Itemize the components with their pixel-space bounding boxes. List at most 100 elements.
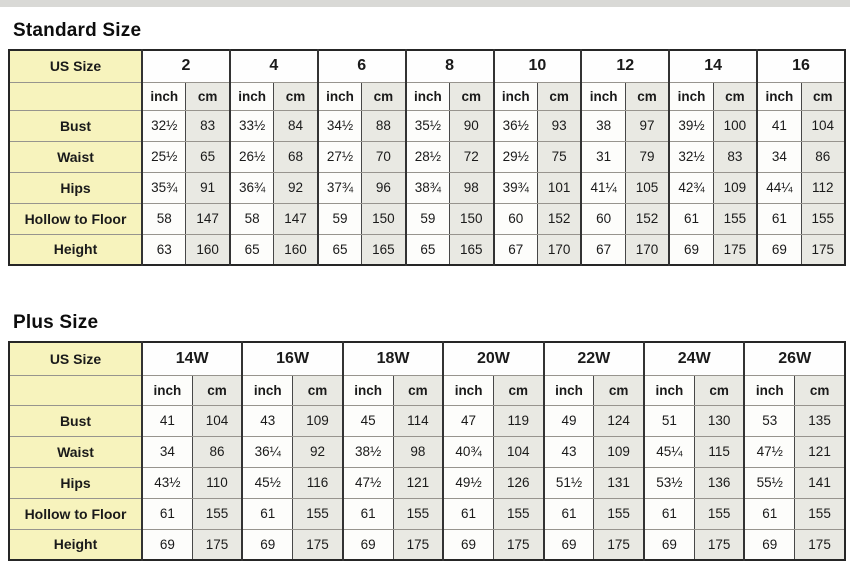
measurement-cm-cell: 92 <box>273 171 319 204</box>
measurement-cm-cell: 175 <box>693 528 745 561</box>
measurement-inch-cell: 26½ <box>228 140 275 173</box>
unit-header-inch-cell: inch <box>341 374 394 406</box>
unit-header-cm-cell: cm <box>292 374 344 406</box>
unit-header-cm-cell: cm <box>593 374 645 406</box>
measurement-cm-cell: 175 <box>712 233 758 266</box>
measurement-cm-cell: 165 <box>361 233 407 266</box>
measurement-inch-cell: 41 <box>140 404 193 437</box>
table-row: Height 63 160 65 160 65 165 65 165 67 170 67 170 69 17… <box>8 233 846 266</box>
unit-header-inch-cell: inch <box>756 81 802 111</box>
measurement-cm-cell: 116 <box>292 466 344 499</box>
measurement-cm-cell: 79 <box>624 140 670 173</box>
measurement-inch-cell: 40¾ <box>442 435 494 468</box>
size-header-cell: 20W <box>442 341 545 376</box>
corner-header-cell: US Size <box>8 341 143 376</box>
row-label-cell: Hips <box>8 466 143 499</box>
measurement-cm-cell: 155 <box>693 497 745 530</box>
measurement-inch-cell: 34 <box>140 435 193 468</box>
unit-header-cm-cell: cm <box>536 81 582 111</box>
measurement-inch-cell: 61 <box>643 497 695 530</box>
measurement-inch-cell: 37¾ <box>316 171 363 204</box>
unit-header-cm-cell: cm <box>693 374 745 406</box>
unit-header-inch-cell: inch <box>668 81 714 111</box>
size-chart-sheet: Standard Size US Size 2 4 6 8 10 12 14 16 inch cm i… <box>0 20 850 561</box>
measurement-cm-cell: 109 <box>593 435 645 468</box>
measurement-inch-cell: 25½ <box>141 140 187 173</box>
measurement-cm-cell: 104 <box>191 404 243 437</box>
measurement-inch-cell: 59 <box>404 202 451 235</box>
measurement-inch-cell: 44¼ <box>756 171 802 204</box>
measurement-inch-cell: 31 <box>580 140 626 173</box>
measurement-inch-cell: 53½ <box>643 466 695 499</box>
measurement-inch-cell: 47 <box>442 404 494 437</box>
measurement-cm-cell: 147 <box>273 202 319 235</box>
measurement-inch-cell: 39¾ <box>492 171 538 204</box>
measurement-inch-cell: 36¾ <box>228 171 275 204</box>
corner-blank-cell <box>8 374 143 406</box>
measurement-cm-cell: 98 <box>449 171 494 204</box>
table-row: Hollow to Floor 61 155 61 155 61 155 61 155 61 155… <box>8 497 846 530</box>
unit-header-cm-cell: cm <box>492 374 545 406</box>
measurement-cm-cell: 175 <box>593 528 645 561</box>
measurement-inch-cell: 61 <box>756 202 802 235</box>
measurement-cm-cell: 155 <box>794 497 846 530</box>
measurement-inch-cell: 41 <box>756 109 802 142</box>
measurement-inch-cell: 43 <box>241 404 294 437</box>
measurement-cm-cell: 92 <box>292 435 344 468</box>
measurement-inch-cell: 69 <box>341 528 394 561</box>
measurement-cm-cell: 155 <box>712 202 758 235</box>
measurement-cm-cell: 83 <box>185 109 231 142</box>
measurement-inch-cell: 43 <box>542 435 595 468</box>
measurement-cm-cell: 98 <box>392 435 444 468</box>
unit-header-cm-cell: cm <box>392 374 444 406</box>
measurement-inch-cell: 41¼ <box>580 171 626 204</box>
measurement-inch-cell: 47½ <box>341 466 394 499</box>
unit-header-inch-cell: inch <box>316 81 363 111</box>
measurement-inch-cell: 67 <box>580 233 626 266</box>
measurement-cm-cell: 114 <box>392 404 444 437</box>
measurement-cm-cell: 175 <box>392 528 444 561</box>
measurement-cm-cell: 86 <box>191 435 243 468</box>
measurement-cm-cell: 131 <box>593 466 645 499</box>
measurement-inch-cell: 69 <box>756 233 802 266</box>
top-edge-strip <box>0 0 850 7</box>
size-header-cell: 24W <box>643 341 745 376</box>
size-header-cell: 14 <box>668 49 758 83</box>
measurement-inch-cell: 61 <box>140 497 193 530</box>
row-label-cell: Hollow to Floor <box>8 202 143 235</box>
measurement-cm-cell: 68 <box>273 140 319 173</box>
measurement-cm-cell: 155 <box>392 497 444 530</box>
size-header-cell: 18W <box>341 341 444 376</box>
unit-header-cm-cell: cm <box>273 81 319 111</box>
measurement-cm-cell: 175 <box>800 233 846 266</box>
size-header-cell: 26W <box>743 341 846 376</box>
measurement-cm-cell: 96 <box>361 171 407 204</box>
measurement-inch-cell: 61 <box>743 497 796 530</box>
measurement-inch-cell: 69 <box>140 528 193 561</box>
measurement-cm-cell: 126 <box>492 466 545 499</box>
measurement-cm-cell: 75 <box>536 140 582 173</box>
row-label-cell: Bust <box>8 404 143 437</box>
measurement-inch-cell: 45 <box>341 404 394 437</box>
measurement-cm-cell: 175 <box>492 528 545 561</box>
unit-header-inch-cell: inch <box>643 374 695 406</box>
measurement-inch-cell: 27½ <box>316 140 363 173</box>
measurement-inch-cell: 43½ <box>140 466 193 499</box>
size-header-cell: 6 <box>316 49 407 83</box>
measurement-inch-cell: 34½ <box>316 109 363 142</box>
measurement-inch-cell: 51½ <box>542 466 595 499</box>
unit-header-cm-cell: cm <box>449 81 494 111</box>
measurement-inch-cell: 69 <box>442 528 494 561</box>
row-label-cell: Hips <box>8 171 143 204</box>
measurement-inch-cell: 60 <box>492 202 538 235</box>
unit-header-inch-cell: inch <box>492 81 538 111</box>
measurement-inch-cell: 61 <box>442 497 494 530</box>
measurement-inch-cell: 69 <box>542 528 595 561</box>
measurement-inch-cell: 29½ <box>492 140 538 173</box>
measurement-cm-cell: 160 <box>273 233 319 266</box>
measurement-inch-cell: 35¾ <box>141 171 187 204</box>
measurement-cm-cell: 105 <box>624 171 670 204</box>
table-row: Waist 34 86 36¼ 92 38½ 98 40¾ 104 43 109 45¼ 115 47½ 1… <box>8 435 846 468</box>
measurement-cm-cell: 109 <box>292 404 344 437</box>
measurement-inch-cell: 69 <box>743 528 796 561</box>
